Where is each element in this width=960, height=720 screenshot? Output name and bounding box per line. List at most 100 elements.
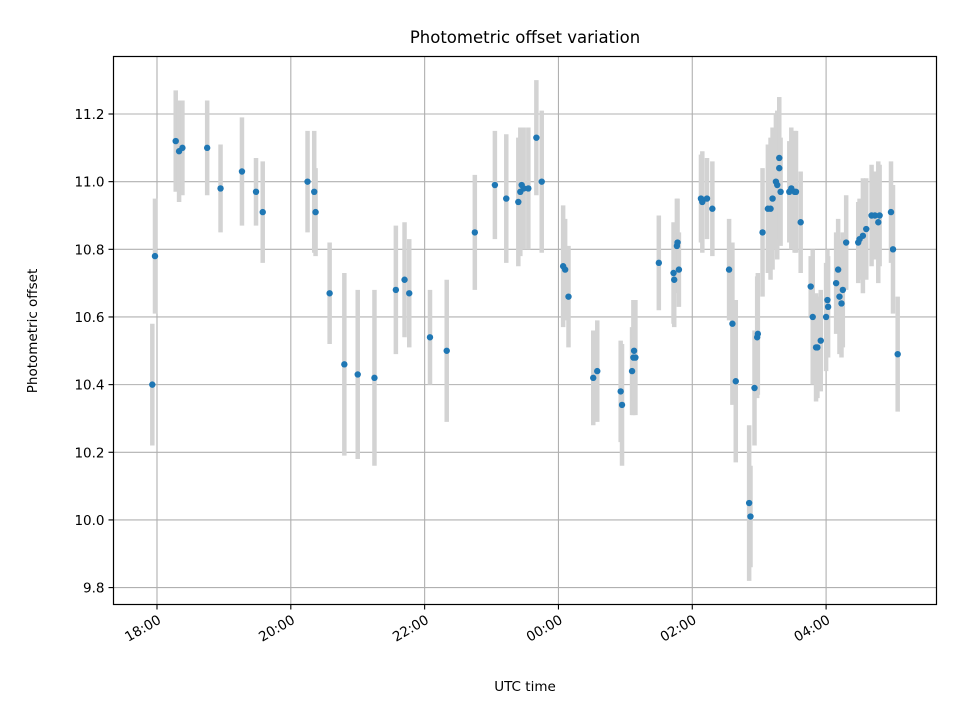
data-point [774,181,781,189]
data-point [617,388,624,395]
data-point [777,188,784,196]
y-axis: 9.8 10.0 10.2 10.4 10.6 10.8 11.0 11.2 [74,107,114,597]
data-point [632,354,639,361]
data-point [824,296,831,304]
data-point [822,313,830,321]
chart-title: Photometric offset variation [410,28,640,47]
data-point [709,205,716,212]
data-point [767,205,774,212]
data-point [754,330,762,338]
data-point [876,212,883,219]
data-point [252,188,260,196]
data-point [839,286,847,294]
data-point [565,293,572,300]
y-tick-label: 10.0 [74,513,104,529]
data-point [875,219,882,226]
data-point [889,246,897,253]
data-point [259,208,266,216]
data-point [630,347,638,354]
data-point [792,188,800,196]
data-point [838,300,845,307]
y-tick-label: 11.2 [74,107,104,123]
y-tick-label: 10.6 [74,310,104,326]
data-point [769,195,776,202]
data-point [887,208,895,216]
data-point [747,513,754,520]
data-point [326,290,333,297]
data-point [538,178,545,185]
data-point [759,229,766,236]
y-tick-label: 10.2 [74,445,104,461]
data-point [590,374,597,382]
data-point [525,185,532,192]
data-point [814,344,821,351]
data-point [628,367,636,375]
data-point [809,313,816,321]
grid [113,56,937,605]
y-tick-label: 9.8 [83,581,104,597]
data-point [655,259,663,267]
data-point [834,266,842,273]
data-point [304,178,311,185]
y-axis-label: Photometric offset [25,269,41,393]
data-point [817,337,824,344]
data-point [751,384,758,392]
data-point [703,195,711,202]
data-point [151,252,159,260]
data-point [203,144,211,152]
data-point [618,401,626,409]
data-point [311,188,318,196]
data-point [699,198,706,206]
data-point [312,208,319,216]
data-point [836,293,843,300]
data-point [797,219,804,226]
data-point [471,229,479,236]
data-point [238,168,246,175]
data-point [217,185,224,192]
data-point [515,198,522,206]
data-point [776,164,783,172]
data-point [426,334,434,341]
data-point [354,371,361,378]
data-point [503,195,510,202]
data-point [729,320,736,327]
y-tick-label: 11.0 [74,175,104,191]
data-point [179,144,186,152]
data-point [533,134,540,141]
plot-frame [112,55,938,606]
data-point [732,378,739,385]
data-point [807,283,814,290]
data-point [824,303,832,311]
data-point [859,232,867,239]
data-point [671,276,678,283]
data-point [561,266,569,273]
data-point [894,350,901,358]
data-point [341,361,348,368]
data-point [520,185,527,192]
y-tick-label: 10.4 [74,378,104,394]
data-point [443,347,450,354]
data-point [863,225,870,233]
data-point [832,279,840,287]
y-tick-label: 10.8 [74,242,104,258]
data-point [406,290,413,297]
data-point [674,239,681,246]
data-point [675,266,683,273]
data-point [149,381,156,388]
data-point [392,286,400,294]
data-point [401,276,408,283]
data-point [371,374,378,382]
data-point [594,367,601,375]
data-point [745,499,753,507]
data-point [725,266,733,273]
data-points [149,134,901,520]
data-point [776,154,783,162]
data-point [491,181,499,189]
data-point [172,137,179,145]
data-point [842,239,850,246]
x-axis-label: UTC time [494,679,556,695]
data-point [871,212,879,219]
data-point [670,269,677,277]
